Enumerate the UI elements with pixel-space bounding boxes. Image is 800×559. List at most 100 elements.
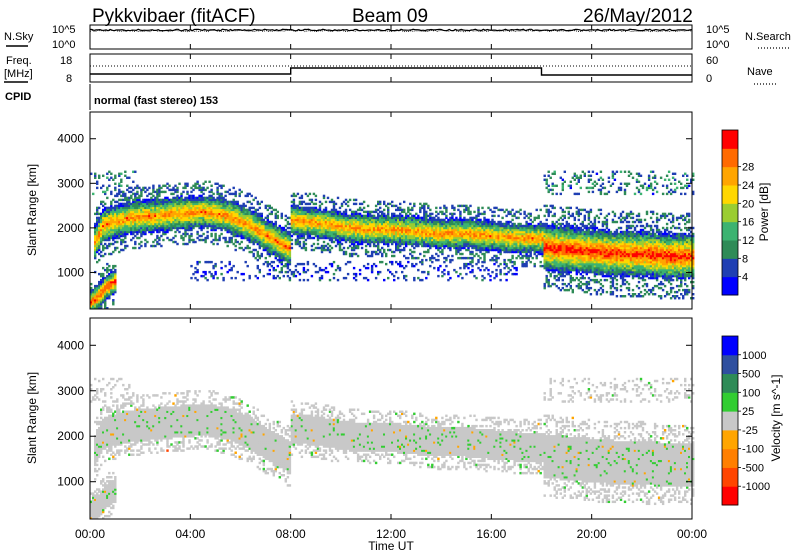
power-cell <box>519 209 521 211</box>
power-cell <box>224 221 226 223</box>
power-cell <box>174 185 176 187</box>
power-cell <box>325 201 327 203</box>
power-cell <box>164 191 166 193</box>
power-cell <box>471 269 473 271</box>
power-cell <box>503 259 505 261</box>
power-cell <box>528 257 530 259</box>
power-cell <box>104 253 106 255</box>
power-cell <box>162 239 164 241</box>
power-cell <box>321 203 323 205</box>
power-cell <box>471 251 473 253</box>
power-cell <box>437 259 439 261</box>
power-cell <box>222 277 224 279</box>
power-cell <box>405 257 407 259</box>
power-cell <box>417 269 419 271</box>
power-cell <box>255 257 257 259</box>
power-cell <box>186 191 188 193</box>
nave-label: Nave <box>747 66 773 78</box>
date-label: 26/May/2012 <box>583 6 693 27</box>
power-cell <box>359 273 361 275</box>
power-cell <box>249 247 251 249</box>
power-cell <box>419 253 421 255</box>
power-cell <box>505 279 507 281</box>
power-cell <box>235 245 237 247</box>
power-cell <box>106 187 108 189</box>
power-cell <box>190 265 192 267</box>
power-cell <box>447 255 449 257</box>
power-cell <box>515 267 517 269</box>
power-cell <box>427 205 429 207</box>
power-cell <box>134 235 136 237</box>
power-cell <box>265 257 267 259</box>
power-cell <box>315 221 317 223</box>
power-cell <box>335 203 337 205</box>
power-cell <box>345 221 347 223</box>
power-cell <box>214 271 216 273</box>
power-cell <box>425 259 427 261</box>
power-cell <box>421 279 423 281</box>
power-cell <box>241 191 243 193</box>
power-cell <box>399 261 401 263</box>
power-cell <box>210 189 212 191</box>
power-cell <box>134 193 136 195</box>
power-cell <box>407 261 409 263</box>
power-cell <box>134 171 136 173</box>
power-cell <box>465 273 467 275</box>
power-cell <box>206 231 208 233</box>
power-cell <box>530 213 532 215</box>
power-cell <box>391 201 393 203</box>
power-cell <box>255 275 257 277</box>
power-cell <box>98 259 100 261</box>
power-cell <box>437 255 439 257</box>
power-cell <box>307 269 309 271</box>
power-cell <box>363 207 365 209</box>
power-cell <box>251 195 253 197</box>
power-cell <box>499 279 501 281</box>
power-cell <box>525 261 527 263</box>
power-cell <box>499 269 501 271</box>
power-cell <box>375 205 377 207</box>
power-cell <box>461 277 463 279</box>
power-cell <box>116 247 118 249</box>
power-cell <box>469 211 471 213</box>
power-cell <box>184 187 186 189</box>
power-cell <box>257 265 259 267</box>
power-cell <box>152 187 154 189</box>
power-cell <box>315 265 317 267</box>
power-cell <box>222 185 224 187</box>
noise-right-tick-bottom: 10^0 <box>706 39 730 51</box>
power-cell <box>269 269 271 271</box>
power-cell <box>202 193 204 195</box>
power-cell <box>224 237 226 239</box>
power-cell <box>515 257 517 259</box>
power-cell <box>311 199 313 201</box>
power-cell <box>381 261 383 263</box>
power-cell <box>519 213 521 215</box>
power-cell <box>425 277 427 279</box>
noise-left-tick-top: 10^5 <box>52 24 76 36</box>
power-cell <box>495 207 497 209</box>
noise-right-tick-top: 10^5 <box>706 24 730 36</box>
power-cell <box>247 265 249 267</box>
power-cell <box>435 215 437 217</box>
power-cell <box>257 277 259 279</box>
power-cell <box>102 175 104 177</box>
power-cell <box>102 273 104 275</box>
power-cell <box>397 277 399 279</box>
power-cell <box>385 253 387 255</box>
power-cell <box>231 277 233 279</box>
power-cell <box>345 277 347 279</box>
power-cell <box>216 187 218 189</box>
power-cell <box>94 173 96 175</box>
power-cell <box>194 221 196 223</box>
power-cell <box>224 265 226 267</box>
power-cell <box>467 267 469 269</box>
power-cell <box>277 211 279 213</box>
power-cell <box>375 265 377 267</box>
power-cell <box>431 255 433 257</box>
power-cell <box>443 269 445 271</box>
power-cell <box>134 241 136 243</box>
power-cell <box>511 255 513 257</box>
power-cell <box>235 277 237 279</box>
power-cell <box>110 191 112 193</box>
